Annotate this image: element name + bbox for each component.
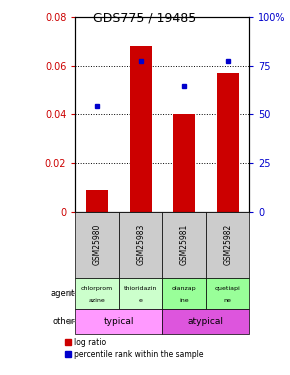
Text: quetiapi: quetiapi [215,286,240,291]
Text: atypical: atypical [188,317,224,326]
Bar [162,278,206,309]
Bar [119,212,162,278]
Bar [75,212,119,278]
Text: GSM25980: GSM25980 [93,224,102,266]
Bar [162,309,249,334]
Text: ine: ine [179,298,189,303]
Text: ne: ne [224,298,232,303]
Bar [206,278,249,309]
Text: GSM25983: GSM25983 [136,224,145,266]
Bar [119,278,162,309]
Text: typical: typical [104,317,134,326]
Bar [162,212,206,278]
Bar [173,114,195,212]
Text: GDS775 / 19485: GDS775 / 19485 [93,11,197,24]
Text: GSM25982: GSM25982 [223,224,232,266]
Text: olanzap: olanzap [172,286,196,291]
Bar [217,73,238,212]
Legend: log ratio, percentile rank within the sample: log ratio, percentile rank within the sa… [65,338,203,358]
Text: thioridazin: thioridazin [124,286,157,291]
Text: agent: agent [50,289,75,298]
Text: GSM25981: GSM25981 [180,224,189,266]
Text: e: e [139,298,143,303]
Text: other: other [52,317,75,326]
Bar [130,46,151,212]
Text: chlorprom: chlorprom [81,286,113,291]
Text: azine: azine [89,298,106,303]
Bar [75,309,162,334]
Bar [206,212,249,278]
Bar [75,278,119,309]
Bar [86,190,108,212]
